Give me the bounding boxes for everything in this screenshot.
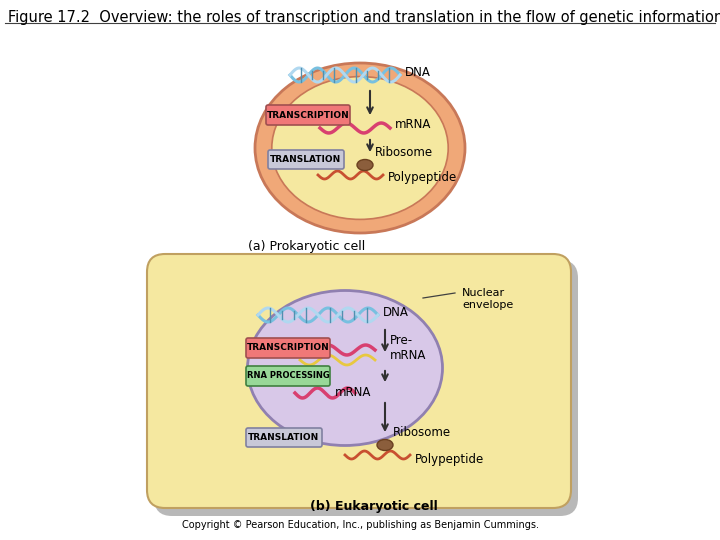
Ellipse shape (272, 77, 448, 219)
Text: Nuclear
envelope: Nuclear envelope (462, 288, 513, 309)
FancyBboxPatch shape (147, 254, 571, 508)
Text: Ribosome: Ribosome (375, 145, 433, 159)
Text: mRNA: mRNA (335, 387, 372, 400)
Text: Polypeptide: Polypeptide (388, 172, 457, 185)
Ellipse shape (357, 159, 373, 171)
FancyBboxPatch shape (154, 260, 578, 516)
FancyBboxPatch shape (246, 428, 322, 447)
Text: DNA: DNA (405, 66, 431, 79)
Text: DNA: DNA (383, 307, 409, 320)
Text: (a) Prokaryotic cell: (a) Prokaryotic cell (248, 240, 365, 253)
Ellipse shape (248, 291, 443, 446)
Ellipse shape (377, 440, 393, 450)
FancyBboxPatch shape (246, 338, 330, 358)
Text: TRANSCRIPTION: TRANSCRIPTION (266, 111, 349, 119)
Text: mRNA: mRNA (395, 118, 431, 132)
FancyBboxPatch shape (266, 105, 350, 125)
FancyBboxPatch shape (268, 150, 344, 169)
Text: Pre-
mRNA: Pre- mRNA (390, 334, 426, 362)
Ellipse shape (255, 63, 465, 233)
FancyBboxPatch shape (246, 366, 330, 386)
Text: TRANSCRIPTION: TRANSCRIPTION (247, 343, 329, 353)
Text: Figure 17.2  Overview: the roles of transcription and translation in the flow of: Figure 17.2 Overview: the roles of trans… (8, 10, 720, 25)
Text: Copyright © Pearson Education, Inc., publishing as Benjamin Cummings.: Copyright © Pearson Education, Inc., pub… (181, 520, 539, 530)
Text: (b) Eukaryotic cell: (b) Eukaryotic cell (310, 500, 438, 513)
Text: TRANSLATION: TRANSLATION (248, 433, 320, 442)
Text: Ribosome: Ribosome (393, 426, 451, 438)
Text: Polypeptide: Polypeptide (415, 454, 485, 467)
Text: RNA PROCESSING: RNA PROCESSING (247, 372, 329, 381)
Text: TRANSLATION: TRANSLATION (271, 155, 341, 164)
